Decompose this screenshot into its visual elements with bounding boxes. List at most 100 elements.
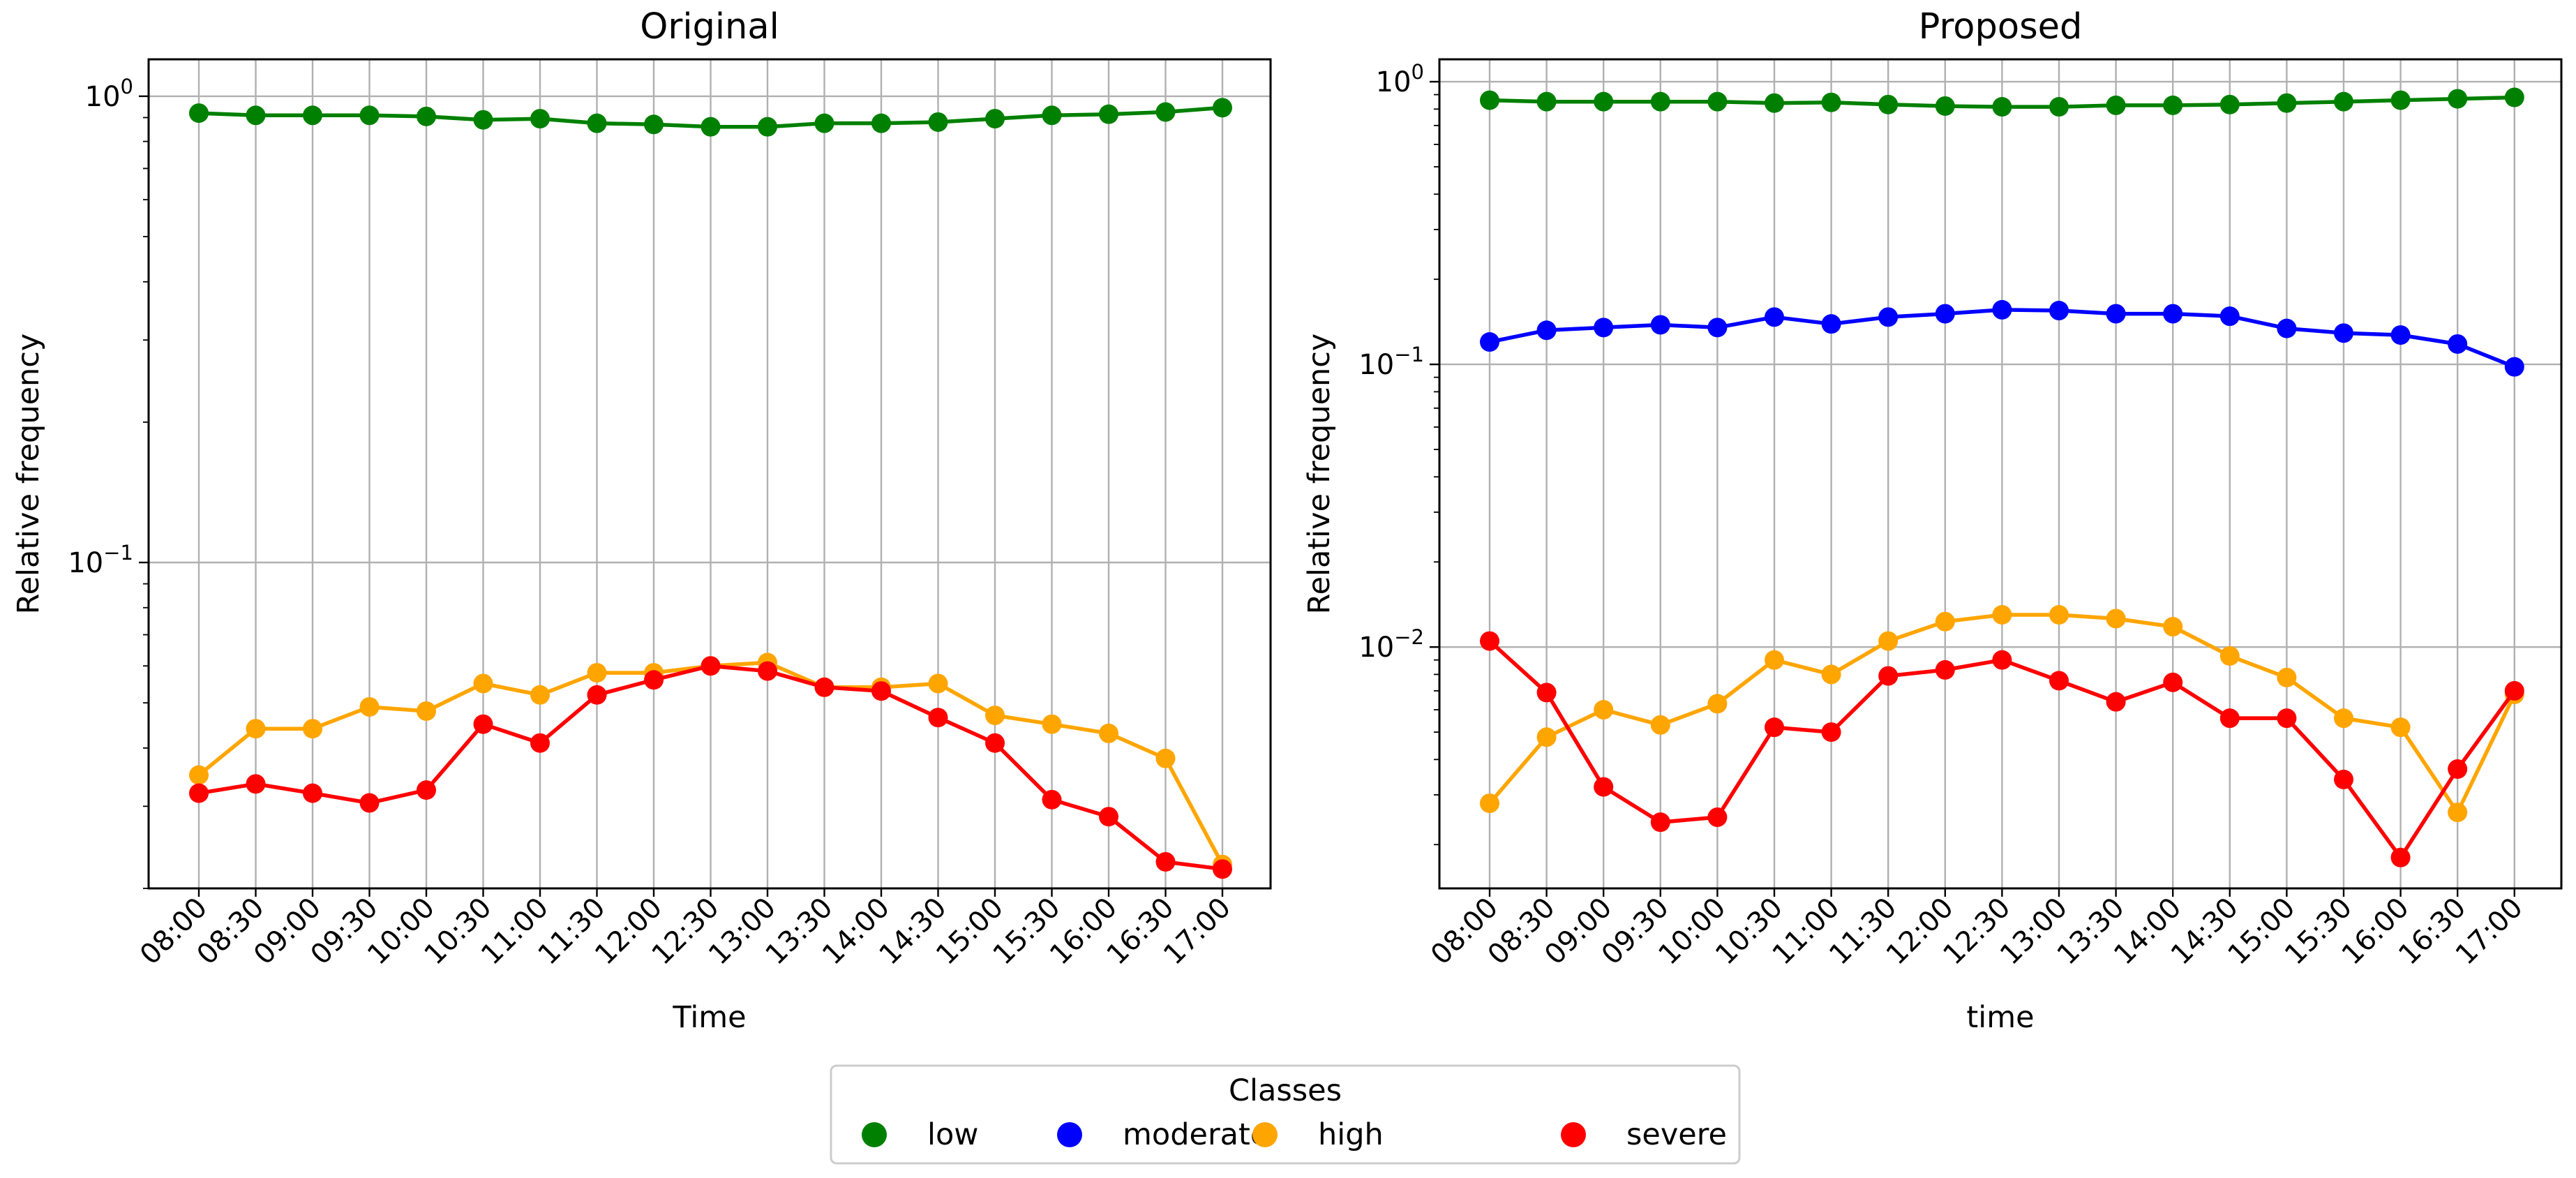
data-point-high (985, 706, 1005, 726)
data-point-low (1821, 92, 1841, 112)
data-point-high (1594, 700, 1614, 720)
legend-label-severe: severe (1626, 1117, 1727, 1152)
x-axis-label: time (1966, 1000, 2034, 1035)
data-point-moderate (1650, 315, 1670, 335)
data-point-low (246, 105, 266, 126)
data-point-severe (2049, 671, 2069, 691)
data-point-high (530, 685, 550, 705)
x-tick-label: 17:00 (2450, 892, 2529, 971)
data-point-severe (1650, 812, 1670, 833)
data-point-high (1878, 631, 1899, 651)
data-point-severe (1536, 683, 1557, 703)
data-point-severe (2277, 708, 2297, 729)
data-point-severe (1099, 807, 1118, 827)
data-point-severe (359, 793, 380, 813)
data-point-high (473, 673, 493, 694)
data-point-low (417, 106, 436, 126)
data-point-low (2390, 90, 2411, 110)
y-tick-label: 100 (1376, 60, 1424, 98)
data-point-high (1536, 727, 1557, 747)
data-point-high (1821, 664, 1841, 685)
data-point-moderate (1765, 307, 1784, 327)
data-point-severe (1821, 722, 1841, 743)
data-point-moderate (2504, 357, 2524, 377)
data-point-severe (2390, 847, 2411, 867)
data-point-moderate (1878, 307, 1899, 327)
data-point-severe (1935, 659, 1955, 680)
data-point-severe (1992, 650, 2012, 670)
data-point-moderate (1821, 314, 1841, 334)
data-point-high (1099, 723, 1118, 743)
chart-proposed: 100 10−1 10−2 08:0008:3009:0009:3010:0010:… (1302, 6, 2563, 1035)
legend-marker-high (1252, 1122, 1278, 1147)
data-point-low (1480, 90, 1499, 110)
y-axis-label: Relative frequency (11, 334, 46, 615)
data-point-low (1042, 105, 1062, 126)
data-point-low (1878, 94, 1899, 114)
data-point-moderate (2106, 304, 2126, 324)
data-point-low (1935, 96, 1955, 116)
data-point-high (1155, 748, 1176, 768)
data-point-high (2219, 646, 2240, 666)
data-point-severe (2448, 759, 2468, 780)
plot-frame (1438, 58, 2563, 890)
grid-lines (149, 59, 1271, 888)
series-group (189, 98, 1232, 879)
data-point-severe (1155, 851, 1176, 872)
data-point-severe (189, 783, 209, 803)
data-point-low (985, 109, 1005, 129)
data-point-severe (1707, 807, 1728, 828)
data-point-moderate (1594, 318, 1614, 338)
data-point-moderate (1536, 320, 1557, 341)
series-group (1480, 87, 2524, 867)
data-point-severe (1480, 631, 1499, 651)
data-point-severe (417, 780, 436, 800)
y-tick-label: 10−1 (68, 541, 133, 579)
legend-items: low moderate high severe (862, 1117, 1727, 1152)
y-tick-label: 10−2 (1358, 625, 1424, 664)
data-point-low (2504, 87, 2524, 107)
data-point-severe (1042, 789, 1062, 810)
data-point-high (1707, 694, 1728, 714)
data-point-severe (1878, 666, 1899, 686)
y-tick-label: 100 (85, 75, 133, 113)
data-point-moderate (2448, 334, 2468, 354)
data-point-severe (871, 681, 891, 701)
chart-title: Original (640, 6, 779, 47)
data-point-high (2049, 604, 2069, 625)
x-axis-label: Time (672, 1000, 746, 1035)
data-point-moderate (1707, 318, 1728, 338)
data-point-high (1480, 793, 1499, 814)
data-point-high (303, 719, 322, 739)
y-axis-ticks: 100 10−1 (68, 75, 149, 889)
data-point-high (928, 673, 948, 694)
data-point-moderate (2390, 325, 2411, 345)
data-point-high (2277, 667, 2297, 687)
data-point-severe (701, 656, 721, 676)
data-point-low (530, 109, 550, 129)
data-point-high (587, 663, 607, 683)
data-point-low (1155, 102, 1176, 122)
chart-title: Proposed (1919, 6, 2083, 47)
data-point-severe (2106, 692, 2126, 712)
data-point-low (1099, 104, 1118, 124)
data-point-low (758, 117, 777, 137)
chart-original: 100 10−1 08:0008:3009:0009:3010:0010:3011… (11, 6, 1272, 1035)
data-point-severe (473, 714, 493, 734)
data-point-severe (814, 677, 834, 697)
data-point-severe (1765, 717, 1784, 738)
data-point-low (928, 112, 948, 132)
data-point-low (1536, 91, 1557, 112)
data-point-low (587, 113, 607, 133)
data-point-low (2334, 91, 2353, 112)
data-point-moderate (2219, 306, 2240, 327)
data-point-moderate (1935, 304, 1955, 324)
data-point-low (473, 110, 493, 130)
data-point-low (2277, 93, 2297, 113)
data-point-high (2106, 609, 2126, 629)
x-axis-ticks: 08:0008:3009:0009:3010:0010:3011:0011:30… (134, 888, 1237, 971)
data-point-low (303, 105, 322, 126)
data-point-low (1765, 93, 1784, 113)
y-axis-ticks: 100 10−1 10−2 (1358, 60, 1439, 846)
